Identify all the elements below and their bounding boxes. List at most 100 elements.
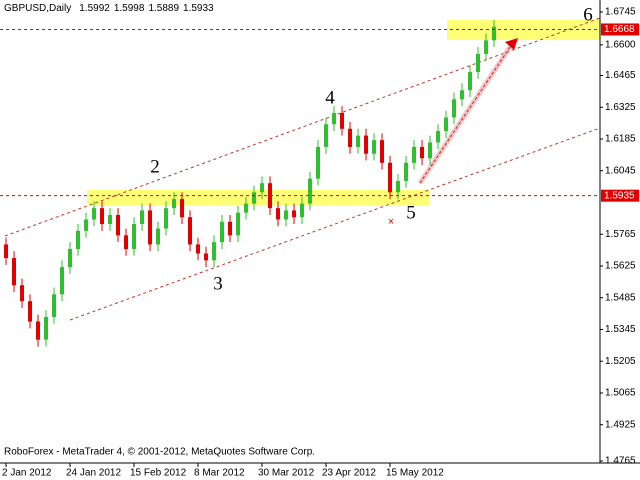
symbol: GBPUSD,Daily [4,3,71,14]
candle-body [356,135,360,147]
level-label-box [601,189,639,202]
candle-body [172,199,176,209]
y-tick-label: 1.5485 [605,292,636,303]
candle-body [252,192,256,204]
candle-body [428,142,432,159]
candle-body [468,72,472,91]
x-tick-label: 2 Jan 2012 [2,468,52,479]
candle-body [444,117,448,132]
candle-body [36,321,40,340]
candle-body [372,140,376,154]
candle-body [324,124,328,147]
x-tick-label: 23 Apr 2012 [322,468,376,479]
candle-body [124,235,128,249]
wave-label: 6 [583,4,593,25]
candle-body [276,208,280,220]
y-tick-label: 1.5345 [605,324,636,335]
candle-body [60,267,64,295]
y-tick-label: 1.4925 [605,419,636,430]
candle-body [164,208,168,229]
candle-body [492,26,496,41]
y-tick-label: 1.6325 [605,102,636,113]
candle-body [300,203,304,218]
candle-body [196,244,200,254]
candle-body [68,248,72,268]
header-value: 1.5992 [79,3,110,14]
footer: RoboForex - MetaTrader 4, © 2001-2012, M… [4,447,315,458]
candle-body [292,210,296,218]
y-tick-label: 1.6600 [605,40,636,51]
candle-body [332,112,336,125]
y-tick-label: 1.4765 [605,456,636,467]
candle-body [476,53,480,73]
candle-body [260,183,264,193]
header-value: 1.5933 [183,3,214,14]
candle-body [52,294,56,318]
header-value: 1.5889 [148,3,179,14]
candle-body [44,317,48,340]
candle-body [412,146,416,163]
y-tick-label: 1.5765 [605,229,636,240]
y-tick-label: 1.5205 [605,356,636,367]
wave-label: 2 [150,156,160,177]
y-tick-label: 1.6045 [605,165,636,176]
candle-body [484,40,488,54]
candle-body [364,135,368,154]
candle-body [308,178,312,204]
candle-body [388,162,392,193]
candle-body [20,285,24,302]
candle-body [188,217,192,245]
candle-body [348,128,352,147]
wave-label: 4 [325,87,335,108]
level-label: 1.6668 [604,24,635,35]
candle-body [244,203,248,213]
candle-body [460,90,464,100]
x-tick-label: 15 Feb 2012 [130,468,187,479]
candle-body [284,210,288,220]
candle-body [116,214,120,236]
y-tick-label: 1.6465 [605,70,636,81]
candle-body [12,258,16,286]
candle-body [452,99,456,118]
candle-body [236,212,240,236]
level-label: 1.5935 [604,190,635,201]
candle-body [316,146,320,179]
candle-body [404,162,408,181]
candle-body [132,224,136,249]
level-label-box [601,23,639,36]
candle-body [4,244,8,259]
candle-body [28,301,32,322]
x-tick-label: 30 Mar 2012 [258,468,315,479]
y-tick-label: 1.5065 [605,388,636,399]
candle-body [180,199,184,218]
x-tick-label: 24 Jan 2012 [66,468,121,479]
candle-body [228,221,232,236]
zone [87,190,430,205]
wave-label: 5 [406,202,416,223]
y-tick-label: 1.5625 [605,261,636,272]
candle-body [100,208,104,225]
candle-body [92,208,96,220]
candle-body [396,180,400,193]
channel-line [4,17,601,237]
forecast-arrow [419,43,513,184]
y-tick-label: 1.6745 [605,7,636,18]
x-tick-label: 8 Mar 2012 [194,468,245,479]
zone [447,20,600,40]
channel-line [69,127,601,321]
candle-body [156,228,160,245]
candle-body [436,131,440,143]
y-tick-label: 1.6185 [605,134,636,145]
wave-label: 3 [213,273,223,294]
header-value: 1.5998 [114,3,145,14]
candle-body [140,210,144,225]
arrow-head [505,38,518,50]
candle-body [84,219,88,231]
candle-body [108,214,112,225]
candle-body [212,242,216,261]
candle-body [220,221,224,243]
cross-marker: × [388,216,394,228]
